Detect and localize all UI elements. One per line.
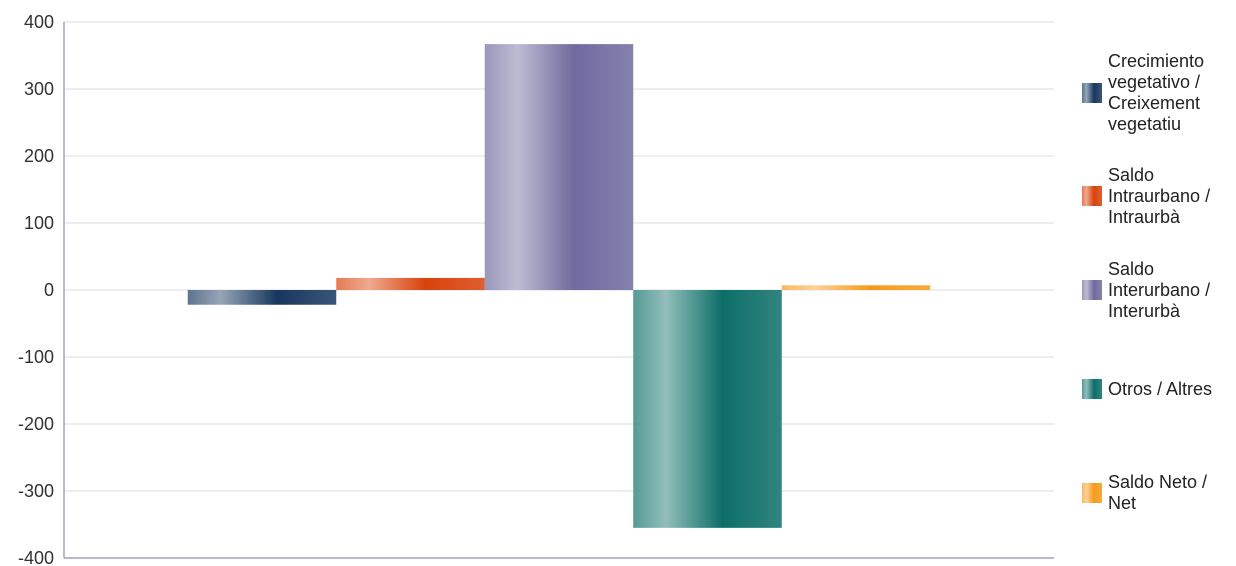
legend-item-saldo-neto: Saldo Neto / Net xyxy=(1082,468,1236,518)
y-tick-label: 200 xyxy=(24,146,54,166)
bar-2 xyxy=(336,277,485,290)
legend-item-crecimiento-vegetativo: Crecimiento vegetativo / Creixement vege… xyxy=(1082,41,1236,145)
legend-swatch-saldo-neto xyxy=(1082,483,1102,503)
y-tick-label: 100 xyxy=(24,213,54,233)
legend-item-saldo-interurbano: Saldo Interurbano / Interurbà xyxy=(1082,250,1236,330)
legend-label: Saldo Intraurbano / Intraurbà xyxy=(1108,164,1211,227)
legend-swatch-crecimiento-vegetativo xyxy=(1082,83,1102,103)
y-tick-label: -400 xyxy=(18,548,54,566)
legend: Crecimiento vegetativo / Creixement vege… xyxy=(1082,0,1236,566)
y-tick-label: 400 xyxy=(24,12,54,32)
y-tick-label: 0 xyxy=(44,280,54,300)
legend-item-saldo-intraurbano: Saldo Intraurbano / Intraurbà xyxy=(1082,156,1236,236)
y-tick-label: -100 xyxy=(18,347,54,367)
bar-4 xyxy=(633,290,782,528)
y-tick-label: -300 xyxy=(18,481,54,501)
legend-swatch-saldo-interurbano xyxy=(1082,280,1102,300)
bar-1 xyxy=(187,290,337,305)
legend-label: Crecimiento vegetativo / Creixement vege… xyxy=(1108,51,1205,134)
axes xyxy=(63,22,1054,559)
bar-5 xyxy=(781,285,931,290)
legend-label: Saldo Interurbano / Interurbà xyxy=(1108,258,1211,321)
bar-3 xyxy=(484,44,634,290)
y-tick-label: 300 xyxy=(24,79,54,99)
legend-label: Otros / Altres xyxy=(1108,378,1213,399)
y-axis-tick-labels: 400 300 200 100 0 -100 -200 -300 -400 xyxy=(18,12,54,566)
bars xyxy=(187,44,931,528)
legend-swatch-otros xyxy=(1082,379,1102,399)
legend-item-otros: Otros / Altres xyxy=(1082,364,1236,414)
y-tick-label: -200 xyxy=(18,414,54,434)
legend-swatch-saldo-intraurbano xyxy=(1082,186,1102,206)
legend-label: Saldo Neto / Net xyxy=(1108,472,1208,513)
